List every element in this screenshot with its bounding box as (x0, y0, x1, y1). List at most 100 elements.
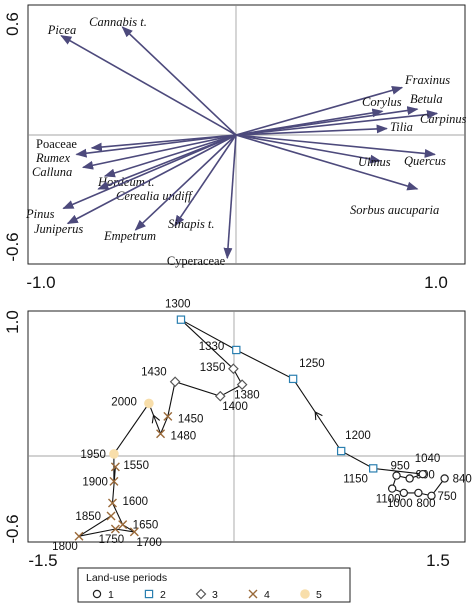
vector-arrow-cyperaceae (223, 134, 237, 260)
vector-arrow-pinus (62, 134, 237, 210)
scatter-panel: 8407508001000110095090010401150120012501… (3, 299, 472, 570)
vector-arrow-empetrum (134, 134, 237, 231)
legend-label-4: 4 (264, 589, 270, 601)
vector-arrow-cannabis-t (121, 26, 237, 136)
point-marker-1850 (106, 511, 116, 521)
point-marker-1450 (163, 411, 173, 421)
biplot-x-tick-max: 1.0 (424, 273, 448, 292)
legend-label-3: 3 (212, 589, 218, 601)
vector-label-quercus: Quercus (404, 154, 446, 168)
point-marker-1040 (418, 469, 427, 479)
point-label-1200: 1200 (345, 430, 371, 442)
vector-arrow-ulmus (235, 134, 382, 164)
point-label-840: 840 (453, 473, 472, 485)
direction-arrow-2 (151, 414, 161, 424)
point-label-1040: 1040 (415, 453, 441, 465)
vector-label-sorbus-aucuparia: Sorbus aucuparia (350, 203, 439, 217)
scatter-y-tick-max: 1.0 (3, 310, 22, 334)
vector-label-juniperus: Juniperus (34, 222, 83, 236)
scatter-y-tick-min: -0.6 (3, 514, 22, 543)
vector-arrow-quercus (235, 134, 436, 158)
point-marker-1550 (110, 462, 120, 472)
legend-marker-5 (300, 589, 310, 599)
point-marker-900 (405, 474, 414, 483)
legend-title: Land-use periods (86, 572, 167, 584)
point-label-1800: 1800 (52, 541, 78, 553)
vector-label-picea: Picea (47, 23, 76, 37)
point-label-1430: 1430 (141, 367, 167, 379)
point-marker-1430 (169, 376, 181, 388)
point-label-1900: 1900 (82, 476, 108, 488)
point-marker-840 (440, 474, 449, 483)
point-marker-1380 (236, 379, 248, 390)
vector-label-betula: Betula (410, 92, 443, 106)
point-marker-950 (392, 471, 401, 480)
vector-label-rumex: Rumex (35, 151, 70, 165)
vector-label-carpinus: Carpinus (420, 112, 467, 126)
point-label-1300: 1300 (165, 299, 191, 311)
vector-label-cannabis-t: Cannabis t. (89, 15, 147, 29)
vector-label-fraxinus: Fraxinus (404, 73, 450, 87)
legend-marker-3 (195, 588, 207, 600)
point-marker-1250 (288, 374, 298, 384)
vector-arrow-sorbus-aucuparia (235, 134, 419, 191)
scatter-points: 8407508001000110095090010401150120012501… (52, 299, 472, 554)
point-label-1100: 1100 (376, 494, 401, 506)
vector-arrow-rumex (75, 134, 237, 158)
point-marker-2000 (144, 398, 154, 409)
vector-arrow-calluna (81, 134, 237, 170)
point-marker-800 (414, 488, 423, 498)
point-marker-1800 (74, 531, 84, 541)
vector-arrow-picea (60, 35, 237, 136)
point-marker-1480 (156, 429, 166, 439)
point-label-750: 750 (437, 491, 456, 503)
vector-arrow-betula (235, 106, 419, 136)
point-marker-750 (427, 491, 436, 500)
direction-arrow-1 (314, 411, 323, 421)
point-marker-1700 (129, 527, 139, 537)
point-marker-1330 (232, 345, 241, 355)
point-label-1450: 1450 (178, 413, 204, 425)
vector-arrow-fraxinus (235, 85, 404, 136)
point-label-800: 800 (416, 498, 435, 510)
point-marker-1300 (176, 315, 186, 324)
vector-label-poaceae: Poaceae (36, 137, 77, 151)
biplot-x-tick-min: -1.0 (26, 273, 55, 292)
vector-label-empetrum: Empetrum (103, 229, 156, 243)
point-label-1150: 1150 (343, 473, 368, 485)
point-label-1400: 1400 (222, 401, 248, 413)
point-label-1750: 1750 (99, 534, 125, 546)
vector-label-cyperaceae: Cyperaceae (167, 254, 226, 268)
legend-marker-4 (248, 589, 258, 599)
biplot-y-tick-min: -0.6 (3, 232, 22, 261)
vector-label-calluna: Calluna (32, 165, 72, 179)
point-marker-1750 (110, 524, 120, 534)
vector-label-pinus: Pinus (25, 207, 55, 221)
vector-label-corylus: Corylus (362, 95, 402, 109)
legend-items: 1 2 3 4 5 (92, 588, 322, 601)
point-marker-1200 (336, 446, 346, 456)
point-label-1650: 1650 (133, 520, 159, 532)
scatter-frame (27, 310, 466, 543)
biplot-frame (27, 4, 466, 265)
point-label-1950: 1950 (80, 449, 106, 461)
point-label-1250: 1250 (299, 358, 325, 370)
point-label-950: 950 (391, 461, 410, 473)
legend-marker-2 (144, 589, 154, 599)
vector-label-ulmus: Ulmus (358, 155, 391, 169)
vector-arrow-carpinus (235, 110, 439, 136)
point-label-1000: 1000 (387, 498, 413, 510)
point-marker-1350 (228, 363, 239, 375)
vector-label-sinapis-t: Sinapis t. (168, 217, 215, 231)
point-label-2000: 2000 (111, 396, 137, 408)
point-label-1480: 1480 (171, 431, 197, 443)
legend-label-5: 5 (316, 589, 322, 601)
point-label-1600: 1600 (122, 496, 148, 508)
point-label-1850: 1850 (75, 511, 101, 523)
point-marker-1950 (109, 449, 119, 459)
point-marker-1600 (107, 498, 117, 508)
biplot-y-tick-max: 0.6 (3, 12, 22, 36)
vector-arrow-juniperus (66, 134, 237, 225)
